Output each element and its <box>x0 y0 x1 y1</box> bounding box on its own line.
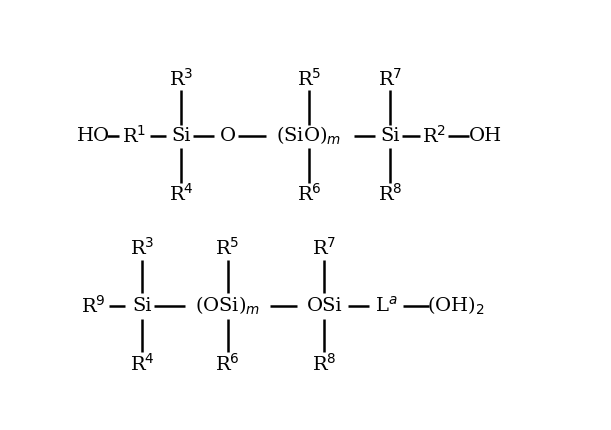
Text: Si: Si <box>171 127 191 145</box>
Text: L$^{a}$: L$^{a}$ <box>375 296 398 316</box>
Text: R$^{8}$: R$^{8}$ <box>312 353 337 375</box>
Text: R$^{5}$: R$^{5}$ <box>297 68 321 89</box>
Text: R$^{3}$: R$^{3}$ <box>130 237 155 259</box>
Text: R$^{4}$: R$^{4}$ <box>130 353 155 375</box>
Text: R$^{4}$: R$^{4}$ <box>169 183 193 205</box>
Text: R$^{9}$: R$^{9}$ <box>81 295 106 316</box>
Text: R$^{3}$: R$^{3}$ <box>169 68 193 89</box>
Text: OSi: OSi <box>307 297 342 315</box>
Text: Si: Si <box>133 297 152 315</box>
Text: O: O <box>219 127 236 145</box>
Text: HO: HO <box>77 127 110 145</box>
Text: R$^{7}$: R$^{7}$ <box>312 237 337 259</box>
Text: Si: Si <box>381 127 400 145</box>
Text: R$^{6}$: R$^{6}$ <box>215 353 240 375</box>
Text: (SiO)$_{m}$: (SiO)$_{m}$ <box>276 125 342 147</box>
Text: R$^{2}$: R$^{2}$ <box>422 126 447 147</box>
Text: R$^{8}$: R$^{8}$ <box>378 183 403 205</box>
Text: (OSi)$_{m}$: (OSi)$_{m}$ <box>195 295 260 317</box>
Text: OH: OH <box>469 127 502 145</box>
Text: R$^{5}$: R$^{5}$ <box>215 237 240 259</box>
Text: R$^{1}$: R$^{1}$ <box>122 126 147 147</box>
Text: (OH)$_{2}$: (OH)$_{2}$ <box>427 295 485 317</box>
Text: R$^{6}$: R$^{6}$ <box>296 183 321 205</box>
Text: R$^{7}$: R$^{7}$ <box>378 68 403 89</box>
